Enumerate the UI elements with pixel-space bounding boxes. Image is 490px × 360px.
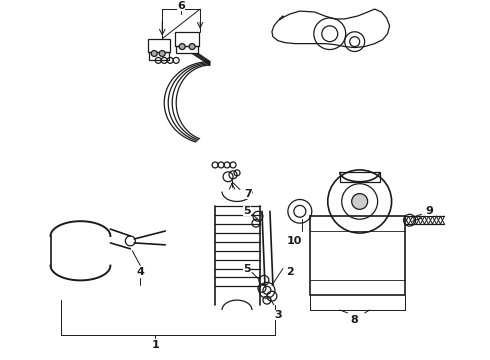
Text: 9: 9	[425, 206, 434, 216]
Bar	[340, 172, 380, 182]
Text: 4: 4	[136, 267, 144, 278]
Bar	[148, 39, 170, 53]
Circle shape	[352, 194, 368, 210]
Circle shape	[189, 44, 195, 50]
Bar	[310, 216, 405, 295]
Text: 7: 7	[244, 189, 252, 199]
Text: 8: 8	[351, 315, 359, 325]
Text: 5: 5	[243, 206, 251, 216]
Text: 10: 10	[287, 236, 302, 246]
Circle shape	[151, 50, 157, 57]
Bar	[149, 53, 169, 60]
Circle shape	[179, 44, 185, 50]
Circle shape	[159, 50, 165, 57]
Bar	[176, 46, 198, 54]
Text: 5: 5	[243, 264, 251, 274]
Text: 1: 1	[151, 339, 159, 350]
Text: 2: 2	[286, 267, 294, 278]
Bar	[175, 32, 199, 46]
Text: 6: 6	[177, 1, 185, 11]
Text: 3: 3	[274, 310, 282, 320]
